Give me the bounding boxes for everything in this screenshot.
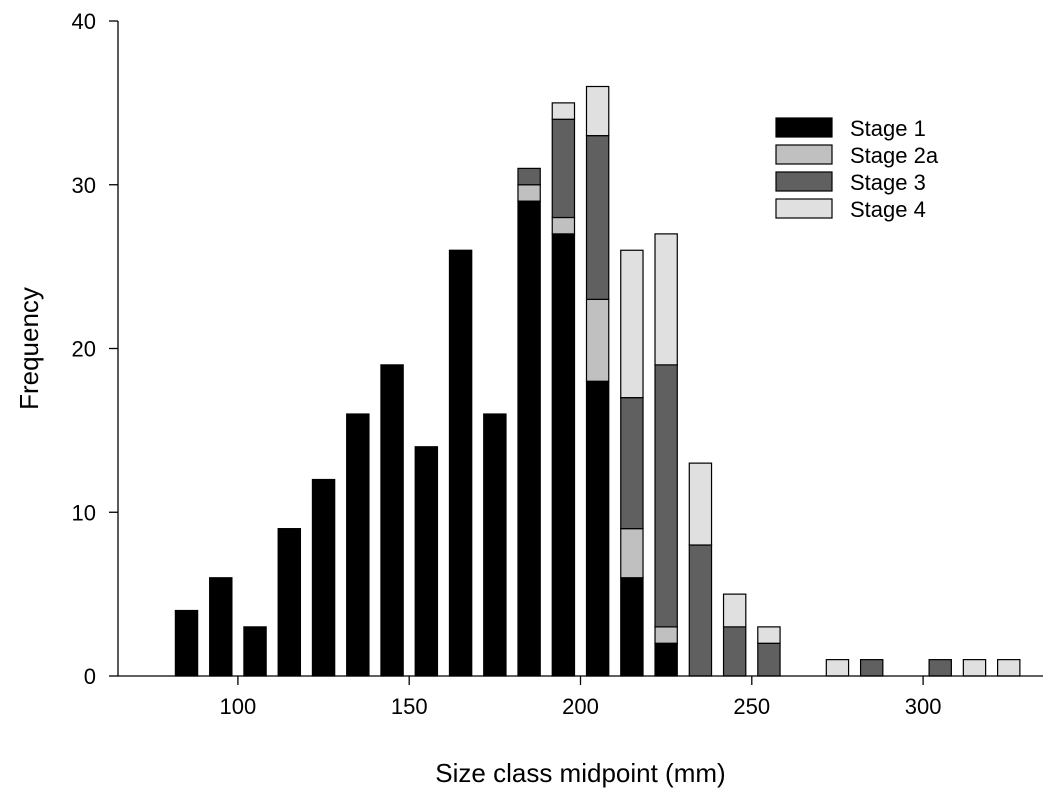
bar-185-stage-3 [517, 167, 541, 186]
bar-205-stage-1 [585, 380, 610, 677]
bar-215-stage-4 [620, 249, 644, 399]
y-tick-label-40: 40 [72, 9, 96, 34]
bar-105-stage-1 [243, 626, 267, 677]
bar-225-stage-1 [654, 642, 678, 677]
bar-185-stage-2 [517, 184, 541, 202]
bar-195-stage-3 [551, 118, 576, 219]
bar-245-stage-4 [722, 593, 747, 628]
bar-245-stage-3 [722, 626, 747, 677]
bar-205-stage-2 [585, 298, 610, 382]
x-tick-label-250: 250 [733, 694, 770, 719]
legend-swatch-4 [775, 198, 833, 219]
bar-315-stage-4 [962, 659, 987, 677]
legend-swatch-2 [775, 144, 833, 165]
legend-label-3: Stage 3 [850, 170, 926, 195]
bar-145-stage-1 [380, 364, 404, 677]
bar-305-stage-3 [928, 659, 952, 677]
bar-215-stage-2 [620, 528, 644, 579]
bar-205-stage-3 [585, 135, 610, 300]
x-tick-label-300: 300 [905, 694, 942, 719]
x-axis-ticks: 100 150 200 250 300 [220, 676, 942, 719]
bar-235-stage-3 [688, 544, 713, 677]
bar-255-stage-4 [757, 626, 781, 644]
bar-325-stage-4 [997, 659, 1021, 677]
bar-155-stage-1 [414, 446, 439, 677]
bar-125-stage-1 [311, 478, 336, 677]
bar-225-stage-3 [654, 364, 678, 628]
x-axis-title: Size class midpoint (mm) [435, 758, 725, 788]
bar-195-stage-1 [551, 233, 576, 677]
bar-95-stage-1 [209, 577, 233, 677]
bar-275-stage-4 [825, 659, 850, 677]
bar-215-stage-1 [620, 577, 644, 677]
bar-135-stage-1 [346, 413, 370, 677]
bar-255-stage-3 [757, 642, 781, 677]
bar-205-stage-4 [585, 85, 610, 137]
bar-285-stage-3 [859, 659, 884, 677]
y-tick-label-10: 10 [72, 500, 96, 525]
bar-185-stage-1 [517, 200, 541, 677]
y-tick-label-20: 20 [72, 337, 96, 362]
legend-label-2: Stage 2a [850, 143, 939, 168]
legend-label-1: Stage 1 [850, 116, 926, 141]
bar-225-stage-2 [654, 626, 678, 644]
bar-195-stage-4 [551, 102, 576, 120]
y-tick-label-0: 0 [84, 664, 96, 689]
bar-85-stage-1 [174, 609, 199, 677]
y-tick-label-30: 30 [72, 173, 96, 198]
bar-215-stage-3 [620, 397, 644, 530]
bars-layer [174, 85, 1021, 677]
x-tick-label-150: 150 [391, 694, 428, 719]
bar-165-stage-1 [448, 249, 473, 677]
legend-label-4: Stage 4 [850, 197, 926, 222]
legend-swatch-3 [775, 171, 833, 192]
x-tick-label-200: 200 [562, 694, 599, 719]
bar-195-stage-2 [551, 216, 576, 235]
bar-175-stage-1 [483, 413, 507, 677]
bar-115-stage-1 [277, 528, 302, 677]
y-axis-ticks: 0 10 20 30 40 [72, 9, 118, 689]
y-axis-title: Frequency [14, 287, 44, 410]
bar-235-stage-4 [688, 462, 713, 546]
bar-225-stage-4 [654, 233, 678, 366]
legend-swatch-1 [775, 117, 833, 138]
x-tick-label-100: 100 [220, 694, 257, 719]
